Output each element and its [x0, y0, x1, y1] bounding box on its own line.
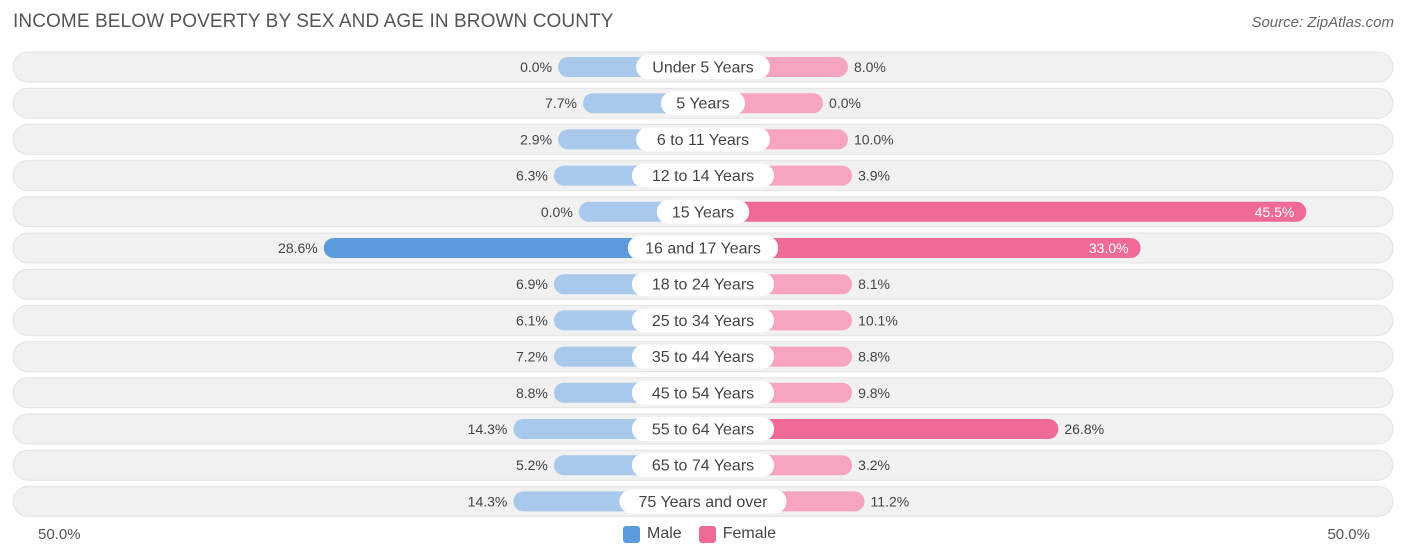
- female-value-label: 8.8%: [858, 349, 890, 365]
- category-label: Under 5 Years: [652, 60, 753, 77]
- chart-row: 16 and 17 Years 28.6% 33.0%: [12, 232, 1394, 264]
- chart-row: 5 Years 7.7% 0.0%: [12, 87, 1394, 119]
- female-value-label: 9.8%: [858, 385, 890, 401]
- chart-row: 55 to 64 Years 14.3% 26.8%: [12, 413, 1394, 445]
- legend-swatch-female: [698, 525, 716, 543]
- category-label: 15 Years: [672, 204, 734, 221]
- female-value-label: 8.1%: [858, 276, 890, 292]
- chart-plot: Under 5 Years 0.0% 8.0% 5 Years 7.7% 0.0% 6 to…: [12, 51, 1394, 517]
- male-value-label: 0.0%: [520, 59, 552, 75]
- female-value-label: 0.0%: [829, 95, 861, 111]
- category-label-bg: [631, 272, 775, 297]
- legend: Male Female: [0, 522, 1406, 546]
- category-label-bg: [631, 163, 775, 188]
- category-label-bg: [636, 55, 770, 79]
- female-value-label: 10.0%: [854, 131, 894, 147]
- category-label-bg: [656, 199, 750, 224]
- male-bar[interactable]: [323, 238, 703, 258]
- chart-row: 18 to 24 Years 6.9% 8.1%: [12, 268, 1394, 300]
- chart-row: 25 to 34 Years 6.1% 10.1%: [12, 304, 1394, 336]
- category-label: 75 Years and over: [639, 494, 769, 511]
- legend-item-female[interactable]: Female: [698, 525, 777, 543]
- category-label: 6 to 11 Years: [657, 132, 749, 149]
- category-label-bg: [631, 380, 775, 405]
- legend-swatch-male: [623, 525, 640, 543]
- female-bar[interactable]: [703, 201, 1307, 222]
- female-bar[interactable]: [703, 419, 1059, 439]
- category-label: 18 to 24 Years: [652, 277, 754, 294]
- category-label: 35 to 44 Years: [652, 349, 754, 366]
- source-credit: Source: ZipAtlas.com: [1251, 14, 1394, 31]
- category-label-bg: [631, 417, 775, 441]
- female-value-label: 11.2%: [871, 493, 910, 509]
- female-value-label: 33.0%: [1089, 240, 1129, 256]
- legend-label-male: Male: [647, 525, 682, 542]
- category-label: 5 Years: [676, 96, 729, 113]
- female-value-label: 3.9%: [858, 168, 890, 184]
- category-label-bg: [627, 236, 779, 260]
- male-value-label: 5.2%: [516, 457, 548, 473]
- male-value-label: 6.9%: [516, 276, 548, 292]
- category-label: 16 and 17 Years: [645, 241, 761, 258]
- chart-row: 75 Years and over 14.3% 11.2%: [12, 485, 1394, 517]
- chart-row: 15 Years 0.0% 45.5%: [12, 196, 1394, 228]
- category-label-bg: [631, 344, 775, 369]
- male-value-label: 14.3%: [468, 421, 508, 437]
- legend-item-male[interactable]: Male: [623, 525, 682, 543]
- category-label: 25 to 34 Years: [652, 313, 754, 330]
- chart-row: 65 to 74 Years 5.2% 3.2%: [12, 449, 1394, 481]
- male-value-label: 6.1%: [516, 312, 548, 328]
- category-label: 45 to 54 Years: [652, 385, 754, 402]
- male-value-label: 8.8%: [516, 385, 548, 401]
- chart-row: 35 to 44 Years 7.2% 8.8%: [12, 341, 1394, 373]
- female-value-label: 45.5%: [1255, 204, 1295, 220]
- category-label-bg: [619, 489, 787, 514]
- category-label-bg: [636, 127, 770, 152]
- female-value-label: 10.1%: [858, 312, 898, 328]
- male-value-label: 2.9%: [520, 131, 552, 147]
- category-label-bg: [660, 91, 746, 116]
- female-value-label: 3.2%: [858, 457, 890, 473]
- category-label-bg: [631, 308, 775, 333]
- chart-row: 45 to 54 Years 8.8% 9.8%: [12, 377, 1394, 409]
- male-value-label: 0.0%: [541, 204, 573, 220]
- male-value-label: 7.2%: [516, 349, 548, 365]
- female-bar[interactable]: [703, 238, 1141, 258]
- male-value-label: 14.3%: [468, 493, 508, 509]
- chart-title: INCOME BELOW POVERTY BY SEX AND AGE IN B…: [13, 11, 614, 32]
- chart-row: 6 to 11 Years 2.9% 10.0%: [12, 123, 1394, 155]
- chart-row: 12 to 14 Years 6.3% 3.9%: [12, 160, 1394, 192]
- category-label: 55 to 64 Years: [652, 422, 754, 439]
- female-value-label: 8.0%: [854, 59, 886, 75]
- male-value-label: 6.3%: [516, 168, 548, 184]
- axis-right-label: 50.0%: [1327, 526, 1370, 543]
- category-label: 65 to 74 Years: [652, 458, 754, 475]
- male-value-label: 7.7%: [545, 95, 577, 111]
- legend-label-female: Female: [722, 525, 777, 542]
- female-value-label: 26.8%: [1064, 421, 1104, 437]
- axis-left-label: 50.0%: [38, 526, 81, 543]
- category-label-bg: [631, 453, 775, 478]
- chart-row: Under 5 Years 0.0% 8.0%: [12, 51, 1394, 83]
- category-label: 12 to 14 Years: [652, 168, 754, 185]
- male-value-label: 28.6%: [278, 240, 318, 256]
